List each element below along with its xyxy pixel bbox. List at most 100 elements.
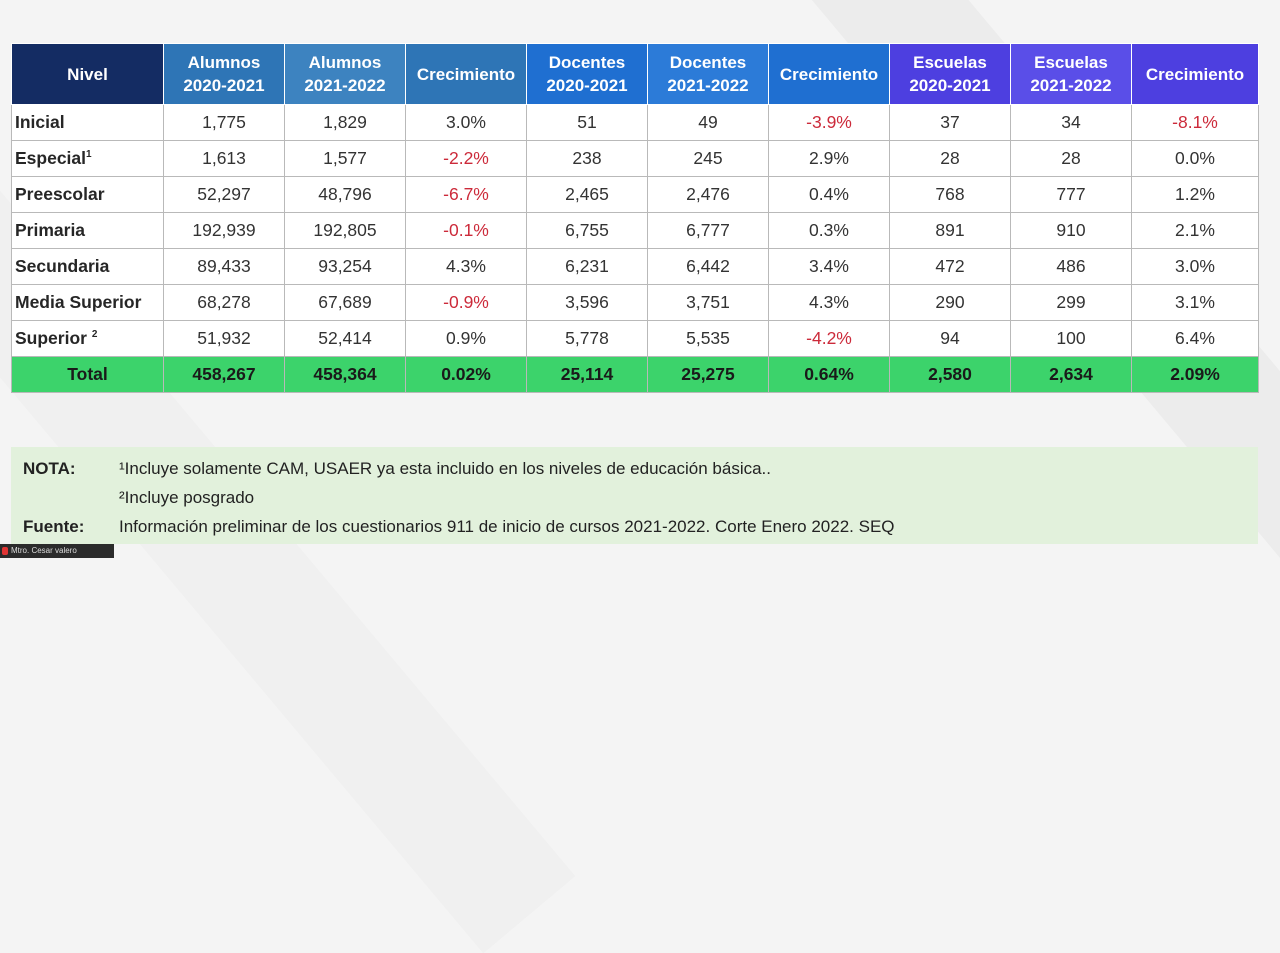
value-cell: 192,805: [284, 212, 406, 249]
value-cell: 51: [526, 104, 648, 141]
value-cell: 93,254: [284, 248, 406, 285]
column-header: Nivel: [11, 43, 164, 105]
value-cell: -2.2%: [405, 140, 527, 177]
table-row: Inicial 1,775 1,829 3.0% 51 49 -3.9% 37 34 -8.1%: [11, 104, 1259, 141]
value-cell: 910: [1010, 212, 1132, 249]
value-cell: -8.1%: [1131, 104, 1259, 141]
value-cell: 777: [1010, 176, 1132, 213]
value-cell: 1,613: [163, 140, 285, 177]
nivel-label: Inicial: [15, 112, 65, 132]
value-cell: 2,476: [647, 176, 769, 213]
column-header-line1: Docentes: [548, 53, 626, 72]
value-cell: 2,465: [526, 176, 648, 213]
column-header: Crecimiento: [768, 43, 890, 105]
column-header-line1: Alumnos: [187, 53, 261, 72]
value-cell: 3,596: [526, 284, 648, 321]
column-header-line1: Crecimiento: [1145, 64, 1245, 84]
value-cell: 1,775: [163, 104, 285, 141]
value-cell: 0.3%: [768, 212, 890, 249]
value-cell: 68,278: [163, 284, 285, 321]
value-cell: 299: [1010, 284, 1132, 321]
value-cell: 290: [889, 284, 1011, 321]
value-cell: 891: [889, 212, 1011, 249]
value-cell: 2.9%: [768, 140, 890, 177]
value-cell: 89,433: [163, 248, 285, 285]
nivel-label: Total: [67, 364, 108, 384]
statistics-table-container: Nivel Alumnos 2020-2021 Alumnos 2021-2022 Cre…: [11, 43, 1259, 393]
table-row: Media Superior 68,278 67,689 -0.9% 3,596 3,75…: [11, 284, 1259, 321]
value-cell: 5,778: [526, 320, 648, 357]
value-cell: 25,275: [647, 356, 769, 393]
value-cell: 3.4%: [768, 248, 890, 285]
value-cell: 6,442: [647, 248, 769, 285]
value-cell: 1,829: [284, 104, 406, 141]
value-cell: 2.09%: [1131, 356, 1259, 393]
value-cell: -4.2%: [768, 320, 890, 357]
statistics-table: Nivel Alumnos 2020-2021 Alumnos 2021-2022 Cre…: [11, 43, 1259, 393]
table-row: Preescolar 52,297 48,796 -6.7% 2,465 2,476 0.4…: [11, 176, 1259, 213]
nivel-cell: Inicial: [11, 104, 164, 141]
nivel-cell: Total: [11, 356, 164, 393]
value-cell: 1.2%: [1131, 176, 1259, 213]
value-cell: 94: [889, 320, 1011, 357]
value-cell: 6,777: [647, 212, 769, 249]
table-row: Superior 2 51,932 52,414 0.9% 5,778 5,535 -4.2…: [11, 320, 1259, 357]
nota-line-2: ²Incluye posgrado: [119, 488, 255, 507]
column-header: Alumnos 2020-2021: [163, 43, 285, 105]
value-cell: 1,577: [284, 140, 406, 177]
value-cell: -0.9%: [405, 284, 527, 321]
nivel-label: Media Superior: [15, 292, 142, 312]
value-cell: -0.1%: [405, 212, 527, 249]
column-header-line1: Escuelas: [913, 53, 987, 72]
column-header-line1: Escuelas: [1034, 53, 1108, 72]
column-header-line2: 2021-2022: [304, 76, 386, 95]
value-cell: 245: [647, 140, 769, 177]
column-header-line2: 2021-2022: [1030, 76, 1112, 95]
fuente-text: Información preliminar de los cuestionar…: [119, 517, 895, 536]
column-header-line2: 2021-2022: [667, 76, 749, 95]
value-cell: 4.3%: [768, 284, 890, 321]
column-header-line1: Docentes: [669, 53, 747, 72]
column-header-line1: Nivel: [67, 64, 108, 84]
value-cell: 238: [526, 140, 648, 177]
presenter-name: Mtro. Cesar valero: [11, 546, 77, 555]
column-header: Alumnos 2021-2022: [284, 43, 406, 105]
value-cell: 2,634: [1010, 356, 1132, 393]
value-cell: 100: [1010, 320, 1132, 357]
footnote-marker: 1: [86, 149, 92, 161]
value-cell: -6.7%: [405, 176, 527, 213]
value-cell: 28: [889, 140, 1011, 177]
value-cell: 67,689: [284, 284, 406, 321]
value-cell: 2.1%: [1131, 212, 1259, 249]
nivel-cell: Superior 2: [11, 320, 164, 357]
value-cell: 472: [889, 248, 1011, 285]
column-header: Escuelas 2020-2021: [889, 43, 1011, 105]
column-header: Crecimiento: [405, 43, 527, 105]
value-cell: -3.9%: [768, 104, 890, 141]
muted-mic-icon: [2, 546, 8, 555]
value-cell: 52,414: [284, 320, 406, 357]
value-cell: 458,364: [284, 356, 406, 393]
value-cell: 486: [1010, 248, 1132, 285]
value-cell: 458,267: [163, 356, 285, 393]
value-cell: 5,535: [647, 320, 769, 357]
table-body: Inicial 1,775 1,829 3.0% 51 49 -3.9% 37 34 -8.1% E…: [11, 104, 1259, 393]
presenter-name-tag: Mtro. Cesar valero: [0, 544, 114, 558]
value-cell: 2,580: [889, 356, 1011, 393]
value-cell: 0.4%: [768, 176, 890, 213]
table-row: Primaria 192,939 192,805 -0.1% 6,755 6,777 0.3…: [11, 212, 1259, 249]
nivel-label: Especial: [15, 148, 87, 168]
value-cell: 3,751: [647, 284, 769, 321]
table-row: Especial1 1,613 1,577 -2.2% 238 245 2.9% 28 28 0.…: [11, 140, 1259, 177]
value-cell: 49: [647, 104, 769, 141]
notes-panel: NOTA: ¹Incluye solamente CAM, USAER ya e…: [11, 447, 1258, 544]
nivel-cell: Especial1: [11, 140, 164, 177]
value-cell: 0.0%: [1131, 140, 1259, 177]
nota-line-1: ¹Incluye solamente CAM, USAER ya esta in…: [119, 459, 772, 478]
table-row: Secundaria 89,433 93,254 4.3% 6,231 6,442 3.4%…: [11, 248, 1259, 285]
nivel-label: Primaria: [15, 220, 86, 240]
nota-label: NOTA:: [23, 459, 76, 478]
column-header-line2: 2020-2021: [909, 76, 991, 95]
column-header: Escuelas 2021-2022: [1010, 43, 1132, 105]
value-cell: 3.1%: [1131, 284, 1259, 321]
